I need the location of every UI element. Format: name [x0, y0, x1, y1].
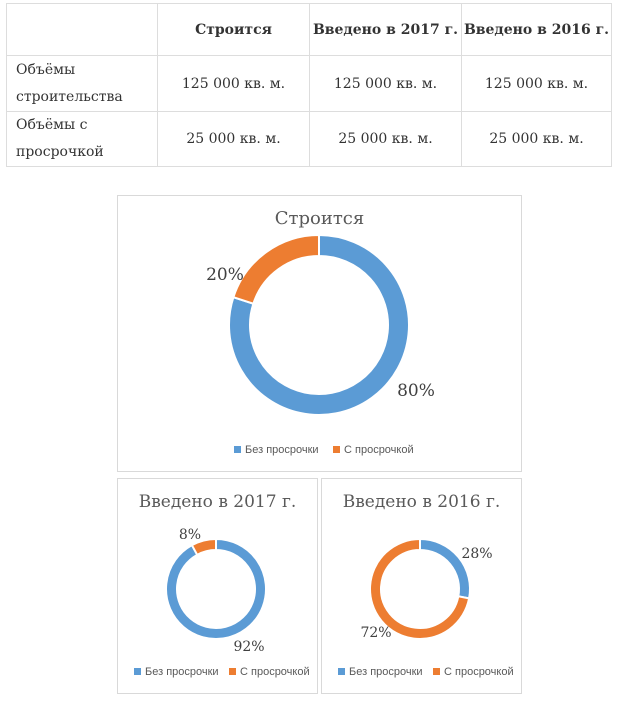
table-cell: 25 000 кв. м.: [309, 111, 462, 167]
chart-under-construction: Строится 80% 20% Без просрочки С просрочкой: [117, 195, 522, 472]
table-cell: 125 000 кв. м.: [461, 55, 612, 112]
donut-segment-on-time: [165, 537, 267, 640]
donut-segment-delayed: [232, 233, 320, 305]
legend-swatch: [433, 668, 440, 675]
table-cell: 125 000 кв. м.: [309, 55, 462, 112]
donut-segment-on-time: [228, 233, 410, 416]
legend-entry: С просрочкой: [240, 666, 310, 678]
chart-title: Введено в 2017 г.: [139, 492, 297, 512]
legend-swatch: [338, 668, 345, 675]
table-header-cell: [6, 3, 158, 56]
chart-title: Введено в 2016 г.: [343, 492, 501, 512]
data-label: 8%: [179, 527, 201, 543]
data-label: 72%: [360, 625, 391, 641]
row-label: Объёмы с просрочкой: [6, 111, 158, 167]
table-cell: 125 000 кв. м.: [157, 55, 310, 112]
legend-entry: С просрочкой: [344, 444, 414, 456]
legend-swatch: [234, 446, 241, 453]
legend-entry: Без просрочки: [349, 666, 423, 678]
legend-entry: Без просрочки: [245, 444, 319, 456]
chart-commissioned-2016: Введено в 2016 г. 28% 72% Без просрочки С пр…: [321, 478, 522, 694]
table-row: Объёмы строительства 125 000 кв. м. 125 …: [6, 55, 612, 112]
row-label: Объёмы строительства: [6, 55, 158, 112]
legend-entry: Без просрочки: [145, 666, 219, 678]
legend-swatch: [134, 668, 141, 675]
chart-commissioned-2017: Введено в 2017 г. 92% 8% Без просрочки С про…: [117, 478, 318, 694]
donut-chart-svg: Строится 80% 20% Без просрочки С просрочкой: [206, 208, 435, 456]
chart-title: Строится: [275, 208, 364, 229]
table-row: Объёмы с просрочкой 25 000 кв. м. 25 000…: [6, 111, 612, 167]
legend-entry: С просрочкой: [444, 666, 514, 678]
table-cell: 25 000 кв. м.: [157, 111, 310, 167]
donut-chart-svg: Введено в 2017 г. 92% 8% Без просрочки С про…: [134, 492, 310, 678]
table-header-cell: Строится: [157, 3, 310, 56]
table-cell: 25 000 кв. м.: [461, 111, 612, 167]
donut-chart-svg: Введено в 2016 г. 28% 72% Без просрочки С пр…: [338, 492, 514, 678]
donut-segment-delayed: [369, 537, 471, 640]
data-label: 80%: [397, 381, 435, 401]
table-header-cell: Введено в 2016 г.: [461, 3, 612, 56]
data-label: 28%: [461, 546, 492, 562]
table-header-row: Строится Введено в 2017 г. Введено в 201…: [6, 3, 612, 56]
data-label: 92%: [233, 639, 264, 655]
legend-swatch: [229, 668, 236, 675]
table-header-cell: Введено в 2017 г.: [309, 3, 462, 56]
legend-swatch: [333, 446, 340, 453]
donut-segment-delayed: [190, 537, 217, 557]
data-label: 20%: [206, 265, 244, 285]
construction-volumes-table: Строится Введено в 2017 г. Введено в 201…: [6, 3, 612, 167]
